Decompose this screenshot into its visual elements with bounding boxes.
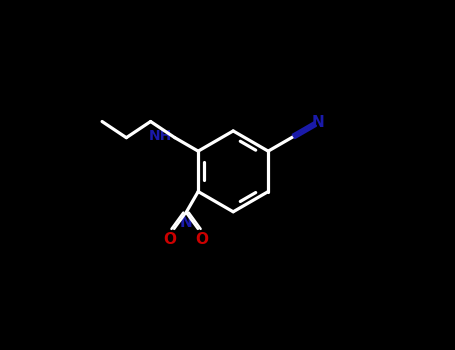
Text: NH: NH (149, 129, 172, 144)
Text: O: O (164, 232, 177, 247)
Text: O: O (196, 232, 208, 247)
Text: N: N (180, 215, 192, 230)
Text: N: N (312, 115, 324, 130)
